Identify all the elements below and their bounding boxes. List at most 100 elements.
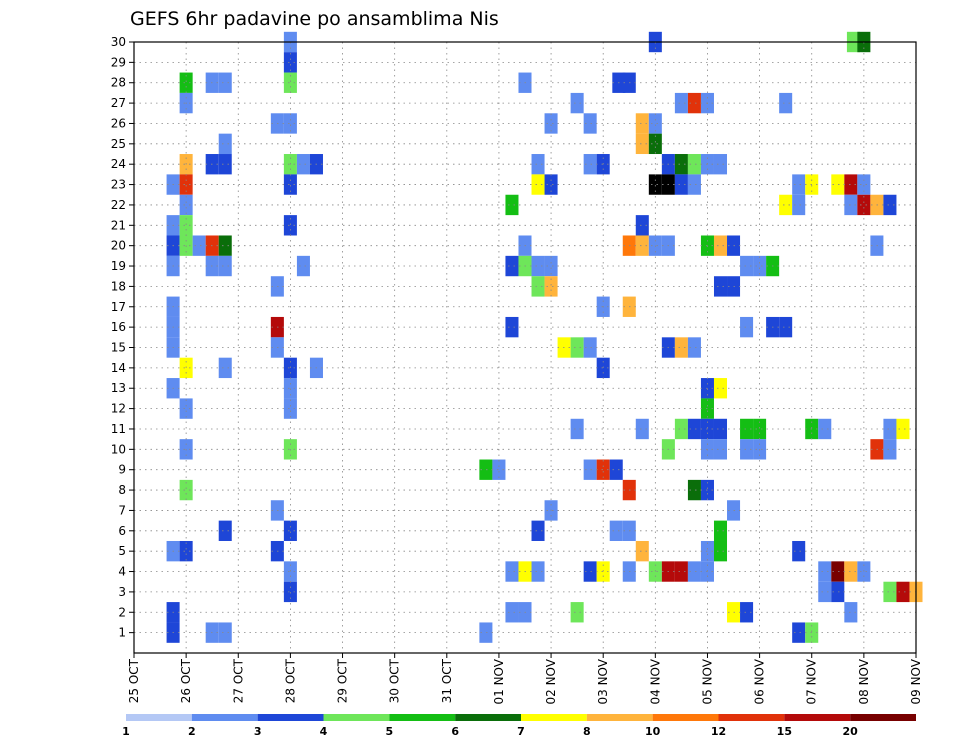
- heatmap-cell: [296, 255, 310, 277]
- heatmap-cell: [218, 154, 232, 175]
- heatmap-cell: [570, 602, 584, 623]
- y-tick-label: 16: [111, 320, 126, 334]
- y-tick-label: 15: [111, 341, 126, 355]
- y-tick-label: 10: [111, 442, 126, 456]
- heatmap-cell: [687, 92, 701, 114]
- heatmap-cell: [531, 276, 545, 297]
- heatmap-cell: [883, 439, 897, 460]
- heatmap-cell: [283, 52, 297, 73]
- heatmap-cell: [218, 622, 232, 643]
- heatmap-cell: [544, 276, 558, 297]
- heatmap-cell: [818, 561, 832, 582]
- colorbar-label: 1: [122, 725, 130, 738]
- colorbar-swatch: [521, 714, 587, 721]
- heatmap-cell: [492, 459, 506, 480]
- heatmap-cell: [687, 561, 701, 582]
- heatmap-cell: [218, 235, 232, 256]
- heatmap-cell: [635, 113, 649, 134]
- heatmap-cell: [896, 418, 910, 440]
- y-tick-label: 6: [118, 524, 126, 538]
- colorbar-label: 4: [320, 725, 328, 738]
- heatmap-cell: [479, 622, 493, 643]
- heatmap-cell: [635, 133, 649, 155]
- y-tick-label: 23: [111, 178, 126, 192]
- heatmap-cell: [570, 92, 584, 114]
- heatmap-cell: [179, 479, 193, 501]
- x-tick-label: 26 OCT: [179, 658, 193, 703]
- y-tick-label: 27: [111, 96, 126, 110]
- data-cells: [166, 31, 923, 643]
- heatmap-cell: [531, 154, 545, 175]
- heatmap-cell: [283, 113, 297, 134]
- heatmap-cell: [713, 235, 728, 256]
- heatmap-cell: [583, 561, 597, 582]
- heatmap-cell: [179, 194, 193, 216]
- x-tick-label: 08 NOV: [857, 658, 871, 704]
- x-axis-ticks: 25 OCT 26 OCT 27 OCT 28 OCT 29 OCT 30 OCT 31 O…: [127, 653, 923, 705]
- y-tick-label: 18: [111, 279, 126, 293]
- heatmap-cell: [635, 540, 649, 562]
- heatmap-cell: [179, 215, 193, 236]
- heatmap-cell: [609, 459, 623, 480]
- colorbar-swatch: [191, 714, 258, 721]
- heatmap-cell: [844, 194, 858, 216]
- heatmap-cell: [283, 215, 297, 236]
- x-tick-label: 03 NOV: [596, 658, 610, 704]
- y-tick-label: 3: [118, 585, 126, 599]
- heatmap-cell: [609, 520, 623, 541]
- heatmap-cell: [687, 418, 701, 440]
- heatmap-cell: [531, 561, 545, 582]
- heatmap-cell: [505, 316, 519, 338]
- heatmap-cell: [674, 337, 688, 358]
- y-tick-label: 24: [111, 157, 126, 171]
- y-tick-label: 25: [111, 137, 126, 151]
- heatmap-cell: [218, 357, 232, 379]
- heatmap-cell: [583, 459, 597, 480]
- heatmap-cell: [218, 133, 232, 155]
- heatmap-cell: [648, 561, 662, 582]
- y-tick-label: 2: [118, 605, 126, 619]
- colorbar-label: 20: [843, 725, 859, 738]
- heatmap-cell: [740, 602, 754, 623]
- heatmap-cell: [792, 540, 806, 562]
- heatmap-cell: [544, 174, 558, 195]
- heatmap-cell: [283, 520, 297, 541]
- heatmap-cell: [818, 581, 832, 603]
- y-tick-label: 1: [118, 626, 126, 640]
- heatmap-cell: [674, 154, 688, 175]
- heatmap-cell: [740, 418, 754, 440]
- y-tick-label: 21: [111, 218, 126, 232]
- heatmap-cell: [740, 255, 754, 277]
- heatmap-cell: [713, 439, 728, 460]
- colorbar-swatch: [455, 714, 521, 721]
- heatmap-cell: [283, 72, 297, 93]
- y-tick-label: 20: [111, 239, 126, 253]
- colorbar-swatch: [652, 714, 719, 721]
- heatmap-cell: [779, 316, 793, 338]
- heatmap-cell: [896, 581, 910, 603]
- heatmap-cell: [179, 540, 193, 562]
- heatmap-cell: [648, 174, 662, 195]
- heatmap-cell: [505, 602, 519, 623]
- heatmap-cell: [531, 255, 545, 277]
- heatmap-cell: [792, 622, 806, 643]
- heatmap-cell: [844, 174, 858, 195]
- x-tick-label: 02 NOV: [544, 658, 558, 704]
- heatmap-cell: [218, 72, 232, 93]
- heatmap-cell: [831, 581, 845, 603]
- heatmap-cell: [674, 92, 688, 114]
- heatmap-cell: [687, 174, 701, 195]
- chart-title: GEFS 6hr padavine po ansamblima Nis: [130, 8, 499, 30]
- heatmap-cell: [179, 72, 193, 93]
- x-tick-label: 30 OCT: [388, 658, 402, 703]
- y-tick-label: 11: [111, 422, 126, 436]
- heatmap-cell: [883, 418, 897, 440]
- heatmap-cell: [818, 418, 832, 440]
- y-tick-label: 5: [118, 544, 126, 558]
- x-tick-label: 27 OCT: [231, 658, 245, 703]
- x-tick-label: 04 NOV: [648, 658, 662, 704]
- x-tick-label: 01 NOV: [492, 658, 506, 704]
- x-tick-label: 09 NOV: [909, 658, 923, 704]
- heatmap-cell: [844, 561, 858, 582]
